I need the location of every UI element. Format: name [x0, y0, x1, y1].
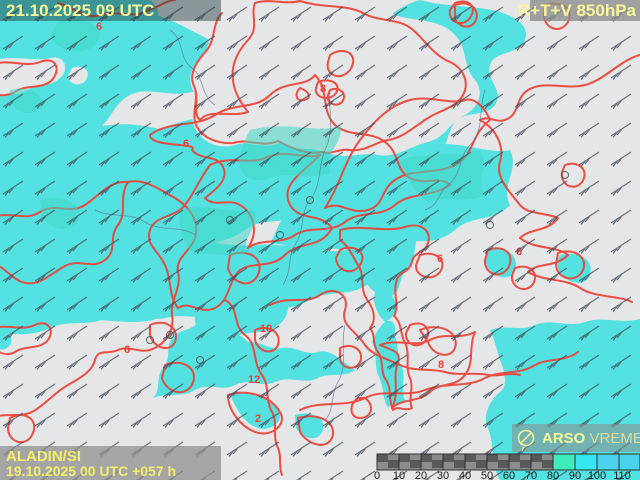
svg-text:R+T+V 850hPa: R+T+V 850hPa — [518, 1, 637, 20]
svg-text:19.10.2025 00 UTC +057 h: 19.10.2025 00 UTC +057 h — [6, 463, 176, 479]
svg-text:60: 60 — [503, 470, 515, 480]
svg-text:ARSO VREME: ARSO VREME — [542, 430, 640, 447]
svg-text:30: 30 — [437, 470, 449, 480]
svg-text:10: 10 — [393, 470, 405, 480]
svg-text:110: 110 — [613, 470, 631, 480]
svg-text:50: 50 — [481, 470, 493, 480]
svg-text:80: 80 — [547, 470, 559, 480]
svg-text:40: 40 — [459, 470, 471, 480]
svg-text:70: 70 — [525, 470, 537, 480]
svg-text:0: 0 — [374, 470, 380, 480]
svg-text:21.10.2025 09 UTC: 21.10.2025 09 UTC — [6, 1, 154, 20]
svg-text:90: 90 — [569, 470, 581, 480]
svg-text:100: 100 — [588, 470, 606, 480]
svg-text:20: 20 — [415, 470, 427, 480]
